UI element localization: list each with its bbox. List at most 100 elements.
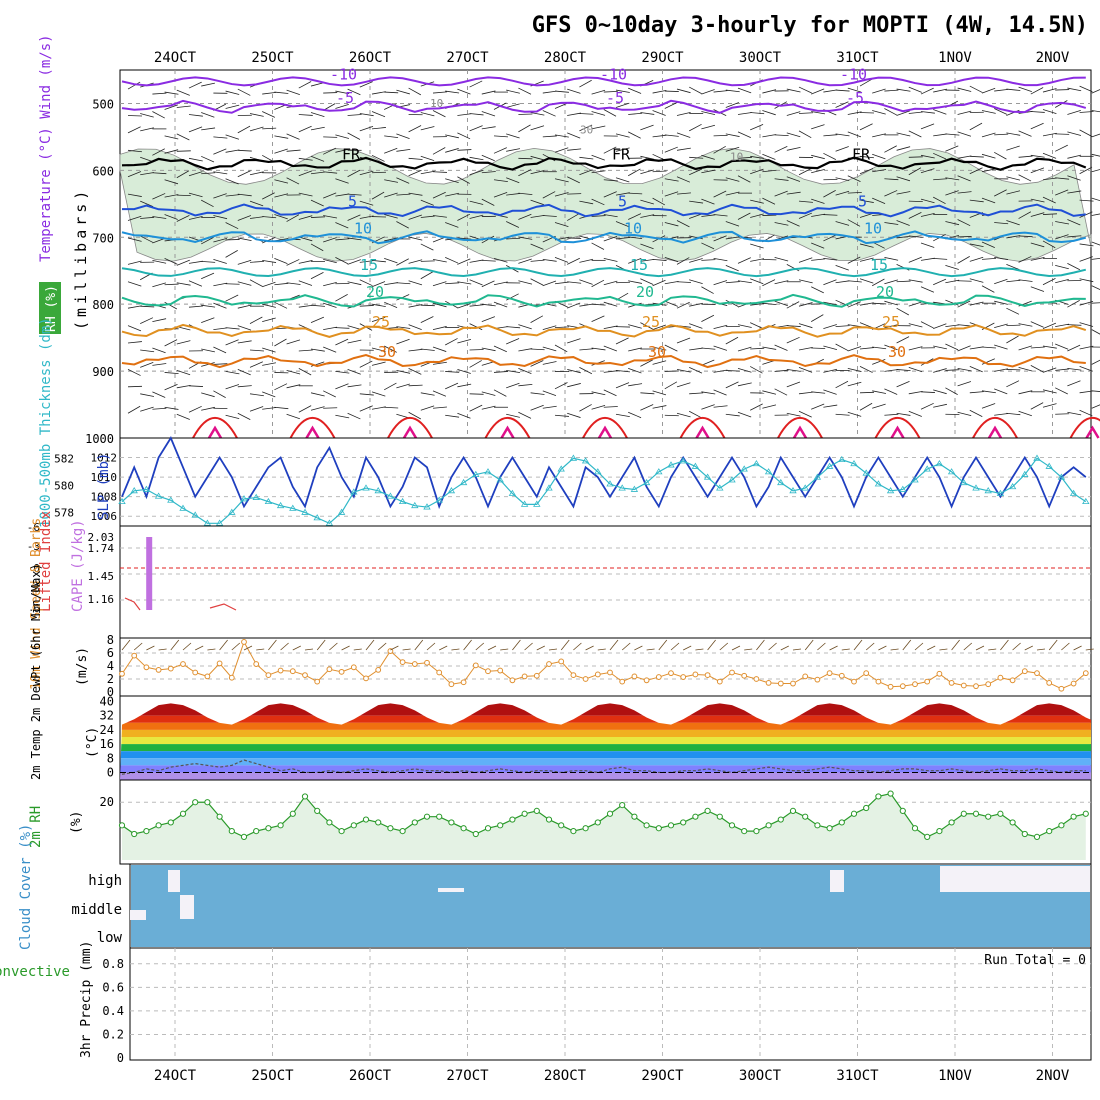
wind-barb — [920, 286, 935, 293]
wind-barb — [408, 169, 422, 177]
hot-core — [402, 425, 418, 439]
slp-tick-1006: 1006 — [91, 510, 118, 523]
wind-barb — [591, 215, 606, 217]
wind-barb — [323, 192, 337, 199]
wind-barb — [933, 403, 947, 408]
rh-point — [167, 819, 174, 826]
wind-barb — [750, 199, 764, 204]
wind-barb — [469, 323, 483, 331]
wind-barb — [408, 304, 423, 308]
wind-barb — [298, 170, 313, 177]
wind-barb — [615, 192, 630, 196]
wind-barb — [323, 237, 337, 243]
wind-barb — [457, 338, 472, 344]
wind-barb — [896, 307, 910, 316]
thickness-point — [374, 487, 382, 494]
wind-barb — [994, 278, 1008, 285]
wind-barb — [225, 194, 240, 197]
wind-barb — [420, 316, 434, 323]
wind-barb — [872, 359, 886, 365]
wind-barb — [603, 389, 617, 397]
wind-barb — [335, 104, 349, 109]
wind-barb — [530, 214, 545, 218]
wind-barb — [994, 300, 1008, 305]
rh-point — [606, 810, 614, 817]
wind-frame — [119, 637, 1092, 697]
wind10m-barb — [231, 642, 241, 651]
bottom-date-26OCT: 26OCT — [349, 1068, 392, 1084]
thickness-point — [411, 501, 419, 509]
wind-barb — [396, 177, 410, 184]
hot-core — [890, 425, 905, 439]
wind-point — [655, 674, 662, 680]
wind-barb — [359, 125, 374, 132]
hot-pocket — [289, 417, 336, 439]
thickness-point — [1069, 489, 1078, 496]
wind-barb — [164, 91, 179, 95]
rh-point — [179, 810, 187, 817]
wind-barb — [750, 168, 764, 175]
wind-barb — [359, 279, 373, 287]
wind-barb — [969, 256, 984, 262]
thickness-point — [606, 480, 614, 487]
thickness-point — [484, 468, 492, 475]
wind-barb — [811, 168, 825, 174]
wind-barb — [408, 157, 423, 160]
wind-barb — [164, 372, 179, 375]
thickness-point — [911, 476, 919, 483]
wind-barb — [249, 361, 263, 368]
wind-barb — [408, 280, 423, 286]
wind-point — [204, 673, 211, 680]
wind-barb — [274, 179, 289, 184]
wind-barb — [676, 192, 691, 195]
wind-barb — [286, 177, 300, 185]
wind-barb — [1079, 300, 1094, 306]
wind-barb — [994, 133, 1009, 136]
thickness-point — [862, 469, 870, 476]
wind-barb — [835, 325, 850, 327]
rh-point — [350, 822, 357, 829]
isotherm--5 — [121, 99, 1087, 114]
wind-barb — [933, 368, 947, 373]
wind-barb — [127, 281, 142, 287]
wind-barb — [847, 280, 862, 283]
wind-barb — [859, 322, 874, 329]
wind-barb — [518, 324, 532, 330]
wind-barb — [750, 347, 765, 350]
wind-point — [521, 673, 528, 680]
wind-barb — [567, 412, 581, 418]
wind-barb — [152, 318, 167, 322]
wind-barb — [603, 90, 618, 93]
rh-contour-label-1: 30 — [580, 124, 593, 137]
wind-barb — [920, 321, 934, 329]
wind-barb — [933, 278, 947, 286]
wind-barb — [908, 367, 923, 373]
wind-barb — [945, 190, 959, 196]
wind-barb — [725, 191, 740, 196]
wind-barb — [1042, 322, 1057, 329]
wind-barb — [530, 259, 545, 262]
wind-barb — [652, 279, 666, 287]
hot-pocket — [582, 417, 628, 439]
top-date-24OCT: 24OCT — [154, 50, 197, 66]
wind-barb — [1079, 345, 1094, 350]
thickness-point — [215, 519, 224, 526]
wind-barb — [1055, 278, 1069, 284]
wind-barb — [1042, 367, 1057, 373]
wind-barb — [603, 146, 617, 154]
rh-point — [436, 813, 443, 820]
wind-point — [765, 680, 772, 686]
wind-barb — [1091, 404, 1100, 409]
wind-barb — [908, 301, 923, 307]
wind-barb — [1018, 345, 1033, 351]
wind-barb — [1042, 152, 1057, 159]
wind-barb — [493, 281, 508, 286]
wind-barb — [737, 382, 752, 387]
wind-barb — [445, 371, 460, 373]
wind-barb — [530, 278, 544, 286]
wind-barb — [701, 124, 716, 130]
wind-barb — [274, 383, 288, 391]
wind-barb — [689, 235, 703, 240]
wind-barb — [823, 301, 838, 306]
